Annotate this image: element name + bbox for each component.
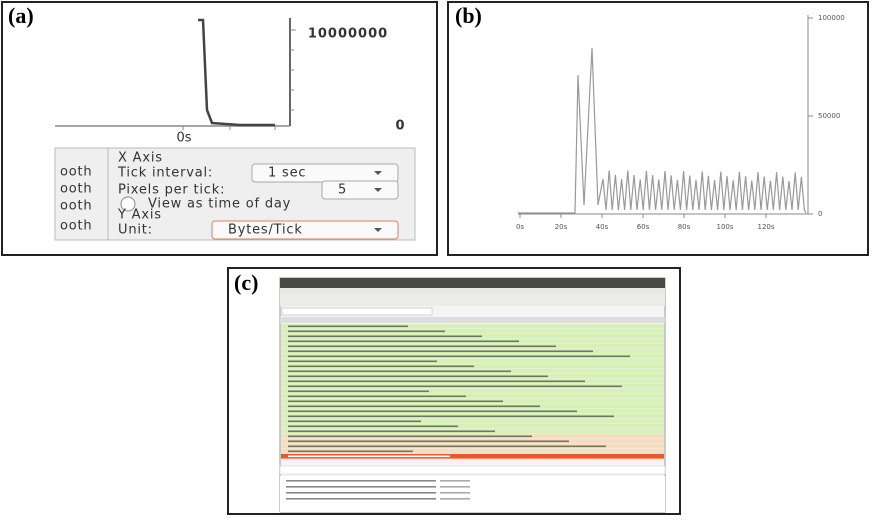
x-tick-label: 40s <box>596 223 609 231</box>
checkbox-label: View as time of day <box>148 197 291 212</box>
row-text <box>288 411 577 413</box>
x-tick-label: 0s <box>176 131 191 146</box>
row-text <box>288 446 606 448</box>
row-text <box>288 436 532 438</box>
row-text <box>288 366 474 368</box>
toolbar <box>280 294 665 306</box>
y-tick-label: 100000 <box>818 14 845 22</box>
hex-line <box>286 498 436 500</box>
row-text <box>288 351 593 353</box>
row-text <box>288 376 548 378</box>
section-title: X Axis <box>118 151 163 166</box>
y-tick-label: 10000000 <box>308 27 388 42</box>
row-text <box>288 341 519 343</box>
ascii-line <box>440 486 470 488</box>
field-label: Tick interval: <box>117 166 213 181</box>
cut-off-label: ooth <box>60 165 92 180</box>
row-text <box>288 401 503 403</box>
x-tick-label: 100s <box>716 223 733 231</box>
dropdown[interactable] <box>322 181 398 199</box>
cut-off-label: ooth <box>60 219 92 234</box>
x-tick-label: 0s <box>516 223 524 231</box>
panel-label: (c) <box>234 270 258 295</box>
section-title: Y Axis <box>117 208 162 223</box>
y-tick-label: 0 <box>818 210 822 218</box>
column-header <box>280 317 665 323</box>
x-tick-label: 20s <box>555 223 568 231</box>
row-text <box>288 371 511 373</box>
row-text <box>288 331 445 333</box>
field-label: Unit: <box>118 223 153 238</box>
x-tick-label: 60s <box>637 223 650 231</box>
row-text <box>288 386 622 388</box>
menu-bar <box>280 288 665 294</box>
row-text <box>288 426 458 428</box>
row-text <box>288 456 450 458</box>
dropdown-value: 5 <box>338 183 347 198</box>
y-tick-label: 0 <box>395 119 404 134</box>
ascii-line <box>440 492 470 494</box>
row-text <box>288 396 466 398</box>
row-text <box>288 391 429 393</box>
row-text <box>288 356 630 358</box>
row-text <box>288 416 614 418</box>
ascii-line <box>440 480 470 482</box>
row-text <box>288 326 408 328</box>
hex-line <box>286 492 436 494</box>
panel-b-frame <box>448 2 868 255</box>
figure: (a) 10000000 0 0s ooth ooth ooth ooth X Axi… <box>0 0 872 516</box>
x-tick-label: 80s <box>678 223 691 231</box>
title-bar <box>280 278 665 288</box>
row-text <box>288 346 556 348</box>
panel-label: (a) <box>8 3 34 28</box>
detail-pane <box>280 466 665 474</box>
dropdown-value: 1 sec <box>268 166 306 181</box>
row-text <box>288 361 437 363</box>
row-text <box>288 451 413 453</box>
x-tick-label: 120s <box>757 223 774 231</box>
row-text <box>288 406 540 408</box>
filter-box[interactable] <box>282 308 432 315</box>
cut-off-label: ooth <box>60 182 92 197</box>
row-text <box>288 421 421 423</box>
row-text <box>288 431 495 433</box>
field-label: Pixels per tick: <box>118 183 225 198</box>
cut-off-label: ooth <box>60 199 92 214</box>
ascii-line <box>440 498 470 500</box>
hex-line <box>286 486 436 488</box>
hex-line <box>286 480 436 482</box>
row-text <box>288 441 569 443</box>
row-text <box>288 381 585 383</box>
panel-label: (b) <box>455 3 482 28</box>
row-text <box>288 336 482 338</box>
dropdown-value: Bytes/Tick <box>228 223 303 238</box>
y-tick-label: 50000 <box>818 112 840 120</box>
